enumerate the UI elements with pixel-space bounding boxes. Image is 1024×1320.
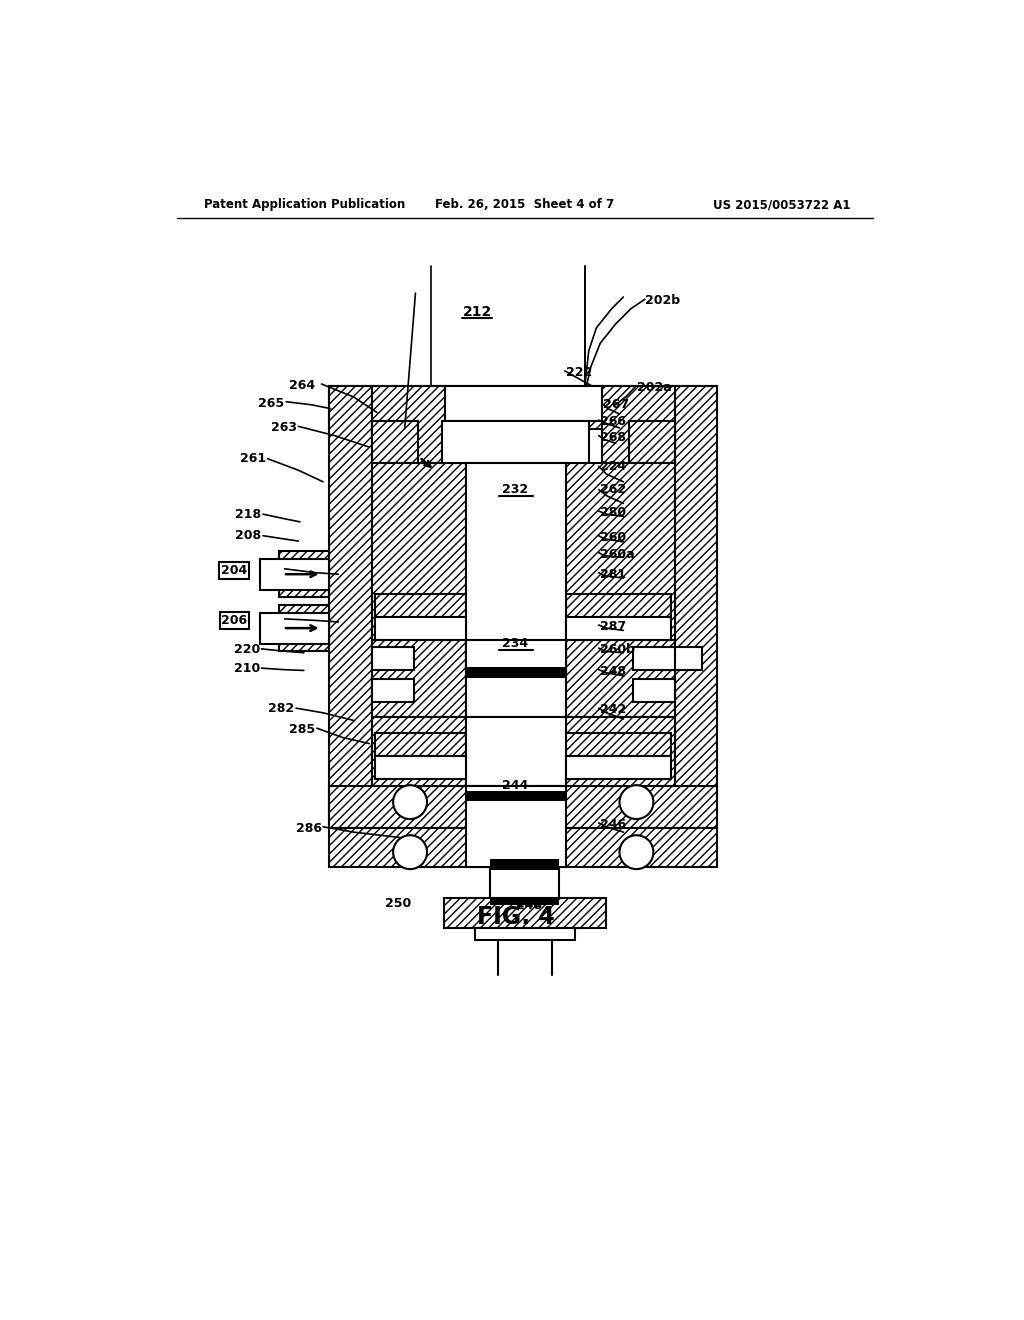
Bar: [565, 718, 675, 785]
Text: FIG. 4: FIG. 4: [477, 904, 554, 929]
Bar: [372, 421, 418, 463]
Bar: [376, 594, 466, 618]
Bar: [444, 387, 602, 421]
Text: 262: 262: [600, 483, 627, 496]
Circle shape: [393, 836, 427, 869]
Bar: [565, 618, 671, 640]
Text: 208: 208: [236, 529, 261, 543]
Text: 264: 264: [289, 379, 315, 392]
Text: 281: 281: [600, 568, 627, 581]
Text: 248: 248: [600, 665, 627, 677]
Text: 242: 242: [600, 704, 627, 717]
Bar: [466, 640, 565, 718]
Bar: [372, 647, 414, 669]
Text: 250: 250: [385, 898, 412, 911]
Bar: [466, 718, 565, 785]
Bar: [372, 718, 466, 785]
Bar: [376, 733, 466, 756]
Circle shape: [620, 785, 653, 818]
Text: 206: 206: [221, 614, 248, 627]
Text: 222: 222: [566, 366, 593, 379]
Bar: [442, 421, 589, 463]
Bar: [330, 387, 372, 829]
Bar: [280, 605, 330, 651]
Text: 224: 224: [600, 459, 627, 473]
Bar: [490, 859, 559, 870]
Text: 210: 210: [233, 663, 260, 676]
Text: 212: 212: [463, 305, 492, 319]
Circle shape: [620, 836, 653, 869]
Bar: [466, 668, 565, 678]
Bar: [376, 618, 466, 640]
Bar: [633, 678, 675, 702]
Text: 260b: 260b: [600, 643, 635, 656]
Bar: [372, 678, 414, 702]
Text: 280: 280: [600, 506, 627, 519]
Bar: [260, 558, 330, 590]
Text: Patent Application Publication: Patent Application Publication: [204, 198, 404, 211]
Text: 218: 218: [236, 508, 261, 520]
Text: 248: 248: [515, 898, 542, 911]
Bar: [372, 640, 466, 718]
Text: Feb. 26, 2015  Sheet 4 of 7: Feb. 26, 2015 Sheet 4 of 7: [435, 198, 614, 211]
Text: 220: 220: [233, 643, 260, 656]
Bar: [490, 898, 559, 906]
Bar: [565, 733, 671, 756]
Bar: [280, 552, 330, 598]
Text: 248: 248: [515, 899, 542, 912]
Bar: [330, 785, 717, 829]
Text: 246: 246: [600, 818, 627, 832]
Bar: [565, 594, 671, 618]
Bar: [629, 421, 675, 463]
Text: 204: 204: [221, 564, 248, 577]
Text: 244: 244: [503, 779, 528, 792]
Text: 202a: 202a: [637, 381, 672, 395]
Bar: [444, 898, 605, 928]
Bar: [475, 928, 574, 940]
Text: 260: 260: [600, 531, 627, 544]
Bar: [376, 756, 466, 779]
Bar: [633, 647, 675, 669]
Text: 265: 265: [258, 397, 285, 409]
Text: 268: 268: [600, 430, 627, 444]
Text: 285: 285: [289, 723, 315, 737]
Bar: [466, 791, 565, 801]
Text: 263: 263: [271, 421, 297, 434]
Bar: [565, 463, 675, 640]
Text: 267: 267: [603, 399, 630, 412]
Bar: [330, 829, 717, 867]
Text: 261: 261: [240, 453, 266, 465]
Bar: [466, 785, 565, 867]
Text: 286: 286: [296, 822, 322, 834]
Text: 260a: 260a: [600, 548, 635, 561]
Bar: [330, 387, 717, 429]
Bar: [565, 756, 671, 779]
Text: 232: 232: [503, 483, 528, 496]
Bar: [372, 387, 444, 463]
Circle shape: [393, 785, 427, 818]
Bar: [466, 463, 565, 671]
Bar: [260, 612, 330, 644]
Bar: [490, 829, 559, 898]
Text: 266: 266: [600, 416, 627, 428]
Bar: [659, 647, 701, 669]
Text: 234: 234: [503, 638, 528, 649]
Bar: [602, 387, 675, 463]
Bar: [565, 640, 675, 718]
Text: 282: 282: [268, 702, 295, 715]
Text: 202b: 202b: [645, 294, 680, 308]
Text: US 2015/0053722 A1: US 2015/0053722 A1: [713, 198, 851, 211]
Bar: [675, 387, 717, 829]
Text: 287: 287: [600, 620, 627, 634]
Bar: [372, 463, 466, 640]
